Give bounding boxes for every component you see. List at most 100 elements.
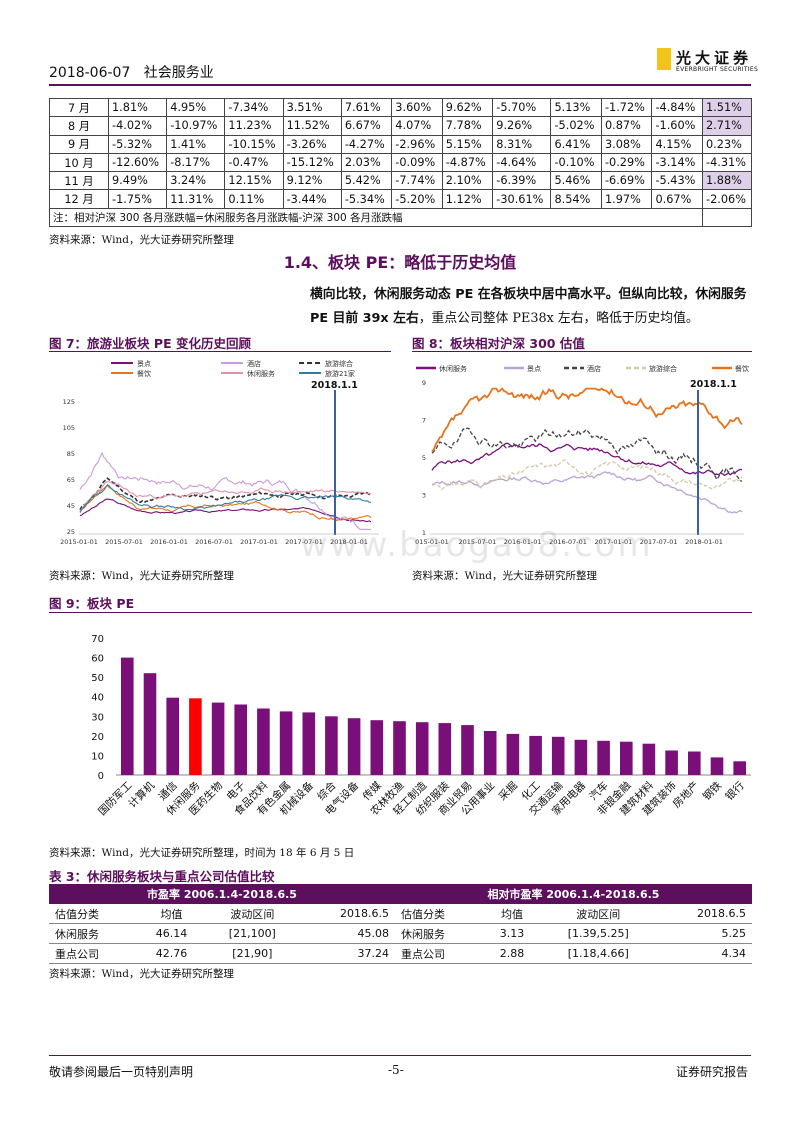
fig9-bar [143, 673, 157, 775]
fig7-legend-label: 旅游综合 [325, 359, 353, 368]
value-cell: 5.13% [550, 97, 602, 118]
value-cell: 2.03% [340, 152, 393, 173]
table-row: 休闲服务 46.14 [21,100] 45.08 休闲服务 3.13 [1.39,5.25… [49, 923, 752, 944]
fig9-bar [461, 725, 474, 775]
fig9-bar [710, 757, 724, 775]
fig7-series-line [79, 481, 372, 512]
table3-header-cell: 波动区间 [205, 904, 299, 924]
fig8-x-tick: 2016-01-01 [504, 538, 542, 546]
fig7-y-tick: 65 [67, 476, 75, 484]
value-cell: 11.31% [166, 189, 226, 209]
value-cell: 1.41% [166, 134, 226, 154]
month-cell: 12 月 [49, 189, 109, 209]
table3-cell: 3.13 [483, 923, 541, 944]
table3-header-row: 估值分类 均值 波动区间 2018.6.5 估值分类 均值 波动区间 2018.6.5 [49, 904, 752, 924]
report-date-industry: 2018-06-07 社会服务业 [49, 65, 214, 81]
fig7-rule [49, 351, 391, 352]
value-cell: 4.15% [651, 134, 703, 154]
value-cell: 9.12% [282, 171, 342, 191]
fig9-bar [551, 736, 565, 775]
value-cell: 11.52% [282, 116, 342, 136]
table3-source: 资料来源：Wind，光大证券研究所整理 [49, 968, 234, 980]
value-cell: 9.26% [492, 116, 552, 136]
table-note: 注：相对沪深 300 各月涨跌幅=休闲服务各月涨跌幅-沪深 300 各月涨跌幅 [49, 207, 703, 228]
fig9-bar [257, 708, 270, 775]
value-cell: -3.44% [282, 189, 342, 209]
fig7-legend-label: 休闲服务 [247, 369, 275, 378]
fig9-y-tick: 30 [91, 712, 104, 723]
fig7-legend-label: 旅游21家 [325, 369, 355, 378]
value-cell: -8.17% [166, 152, 226, 173]
fig8-y-tick: 3 [422, 492, 426, 500]
value-cell: -3.26% [282, 134, 342, 154]
fig7-series-line [79, 484, 372, 522]
table3-header-cell: 2018.6.5 [298, 904, 395, 924]
fig8-marker-label: 2018.1.1 [690, 379, 737, 390]
fig8-series-line [431, 442, 743, 477]
fig9-category-label: 房地产 [670, 779, 701, 810]
fig9-bar [166, 697, 179, 775]
value-cell: -3.14% [651, 152, 703, 173]
value-cell: -4.87% [441, 152, 494, 173]
value-cell: -4.02% [107, 116, 168, 136]
fig8-x-tick: 2015-07-01 [458, 538, 496, 546]
table3-cell: 4.34 [655, 943, 752, 964]
relative-cell: 2.71% [702, 116, 752, 136]
value-cell: -0.29% [600, 152, 653, 173]
fig7-legend-label: 景点 [137, 360, 151, 368]
table-row: 9 月 -5.32% 1.41% -10.15% -3.26% -4.27% -2.96% 5… [49, 134, 752, 154]
value-cell: -0.09% [391, 152, 443, 173]
logo-name: 光大证券 [676, 49, 753, 67]
fig9-bar [733, 761, 746, 775]
fig9-y-tick: 60 [91, 654, 104, 665]
fig9-bar [370, 720, 384, 775]
fig9-bar [211, 702, 225, 775]
fig9-y-tick: 50 [91, 673, 104, 684]
fig7-y-tick: 85 [67, 450, 75, 458]
header-divider [49, 84, 751, 86]
value-cell: -5.02% [550, 116, 602, 136]
value-cell: 0.87% [600, 116, 653, 136]
value-cell: -2.96% [391, 134, 443, 154]
fig9-bar [325, 716, 338, 775]
table3-header-cell: 估值分类 [394, 904, 484, 924]
fig9-bar [620, 741, 633, 775]
relative-cell: 0.23% [702, 134, 752, 154]
fig7-x-tick: 2017-01-01 [240, 538, 278, 546]
fig9-category-label: 计算机 [126, 779, 158, 811]
fig8-legend-label: 休闲服务 [439, 364, 467, 373]
relative-cell: 1.88% [702, 171, 752, 191]
fig7-series-line [79, 498, 372, 523]
table3-cell: [21,90] [205, 943, 299, 964]
fig7-y-tick: 105 [63, 424, 75, 432]
fig9-bar [597, 740, 610, 776]
table3-cell: 45.08 [298, 923, 395, 944]
fig8-x-tick: 2017-07-01 [640, 538, 678, 546]
fig9-bar [121, 657, 134, 775]
fig8-legend-label: 旅游综合 [649, 364, 677, 373]
footer-disclaimer: 敬请参阅最后一页特别声明 [49, 1065, 194, 1079]
value-cell: 7.78% [441, 116, 494, 136]
value-cell: 4.07% [391, 116, 443, 136]
fig7-series-line [79, 483, 371, 513]
section-title: 1.4、板块 PE：略低于历史均值 [283, 253, 517, 272]
table3-cell: 休闲服务 [394, 923, 484, 944]
fig8-y-tick: 7 [422, 417, 426, 425]
value-cell: -0.47% [224, 152, 284, 173]
value-cell: -1.60% [651, 116, 703, 136]
fig8-series-line [431, 471, 743, 514]
footer-divider [49, 1055, 751, 1056]
value-cell: 3.08% [600, 134, 653, 154]
fig7-x-tick: 2017-07-01 [285, 538, 323, 546]
table3-cell: 重点公司 [49, 943, 138, 964]
value-cell: -6.39% [492, 171, 552, 191]
value-cell: -4.84% [651, 97, 703, 118]
fig9-bar [574, 739, 588, 775]
fig8-rule [412, 351, 752, 352]
fig7-y-tick: 25 [67, 528, 75, 536]
body-paragraph: 横向比较，休闲服务动态 PE 在各板块中居中高水平。但纵向比较，休闲服务 PE … [310, 287, 747, 326]
fig9-bar [415, 722, 429, 775]
table3-cell: 46.14 [137, 923, 206, 944]
fig7-source: 资料来源：Wind，光大证券研究所整理 [49, 570, 234, 582]
fig8-legend-label: 餐饮 [735, 364, 749, 373]
